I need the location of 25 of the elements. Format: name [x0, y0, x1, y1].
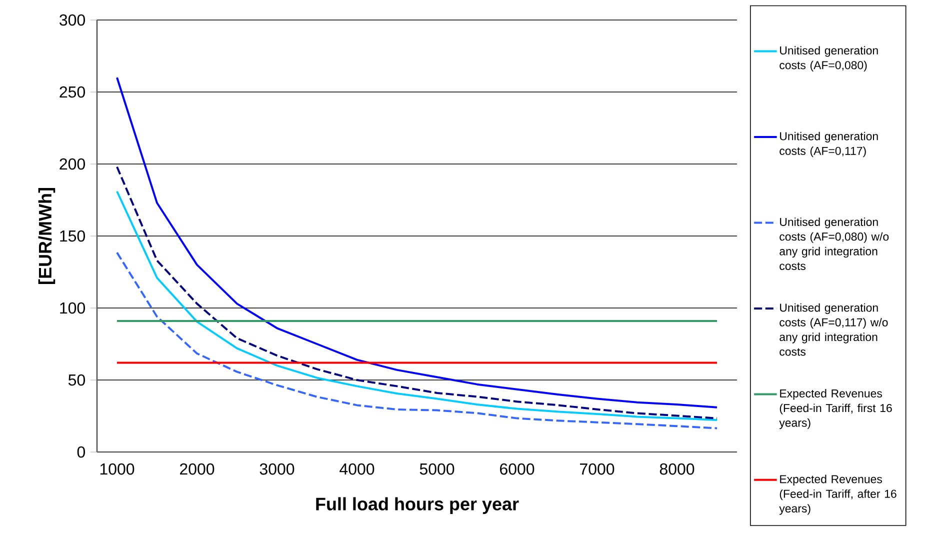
legend-label: Unitised generation costs (AF=0,080)	[780, 46, 878, 72]
x-tick-label: 1000	[100, 463, 134, 475]
y-axis-title: [EUR/MWh]	[38, 188, 56, 284]
y-tick-label: 0	[77, 446, 86, 458]
y-tick-label: 300	[60, 14, 85, 26]
x-tick-label: 4000	[340, 463, 374, 475]
y-tick-label: 50	[68, 374, 86, 386]
x-tick-label: 5000	[420, 463, 454, 475]
y-tick-label: 150	[60, 230, 85, 242]
x-tick-label: 6000	[500, 463, 534, 475]
line-series	[116, 252, 718, 430]
y-tick-label: 250	[60, 86, 85, 98]
x-tick-label: 7000	[580, 463, 614, 475]
legend-label: Expected Revenues (Feed-in Tariff, first 16 years)	[779, 389, 892, 430]
x-axis-title: Full load hours per year	[316, 497, 519, 514]
legend-label: Unitised generation costs (AF=0,080) w/o any grid integration costs	[780, 218, 889, 270]
y-tick-label: 200	[60, 158, 85, 170]
y-tick-label: 100	[60, 302, 85, 314]
x-tick-label: 3000	[260, 463, 294, 475]
x-tick-label: 8000	[660, 463, 694, 475]
legend-label: Unitised generation costs (AF=0,117) w/o any grid integration costs	[780, 303, 888, 356]
legend-label: Expected Revenues (Feed-in Tariff, after 16 years)	[779, 474, 896, 515]
legend-label: Unitised generation costs (AF=0,117)	[780, 132, 878, 158]
x-tick-label: 2000	[180, 463, 214, 475]
line-series	[116, 76, 718, 408]
